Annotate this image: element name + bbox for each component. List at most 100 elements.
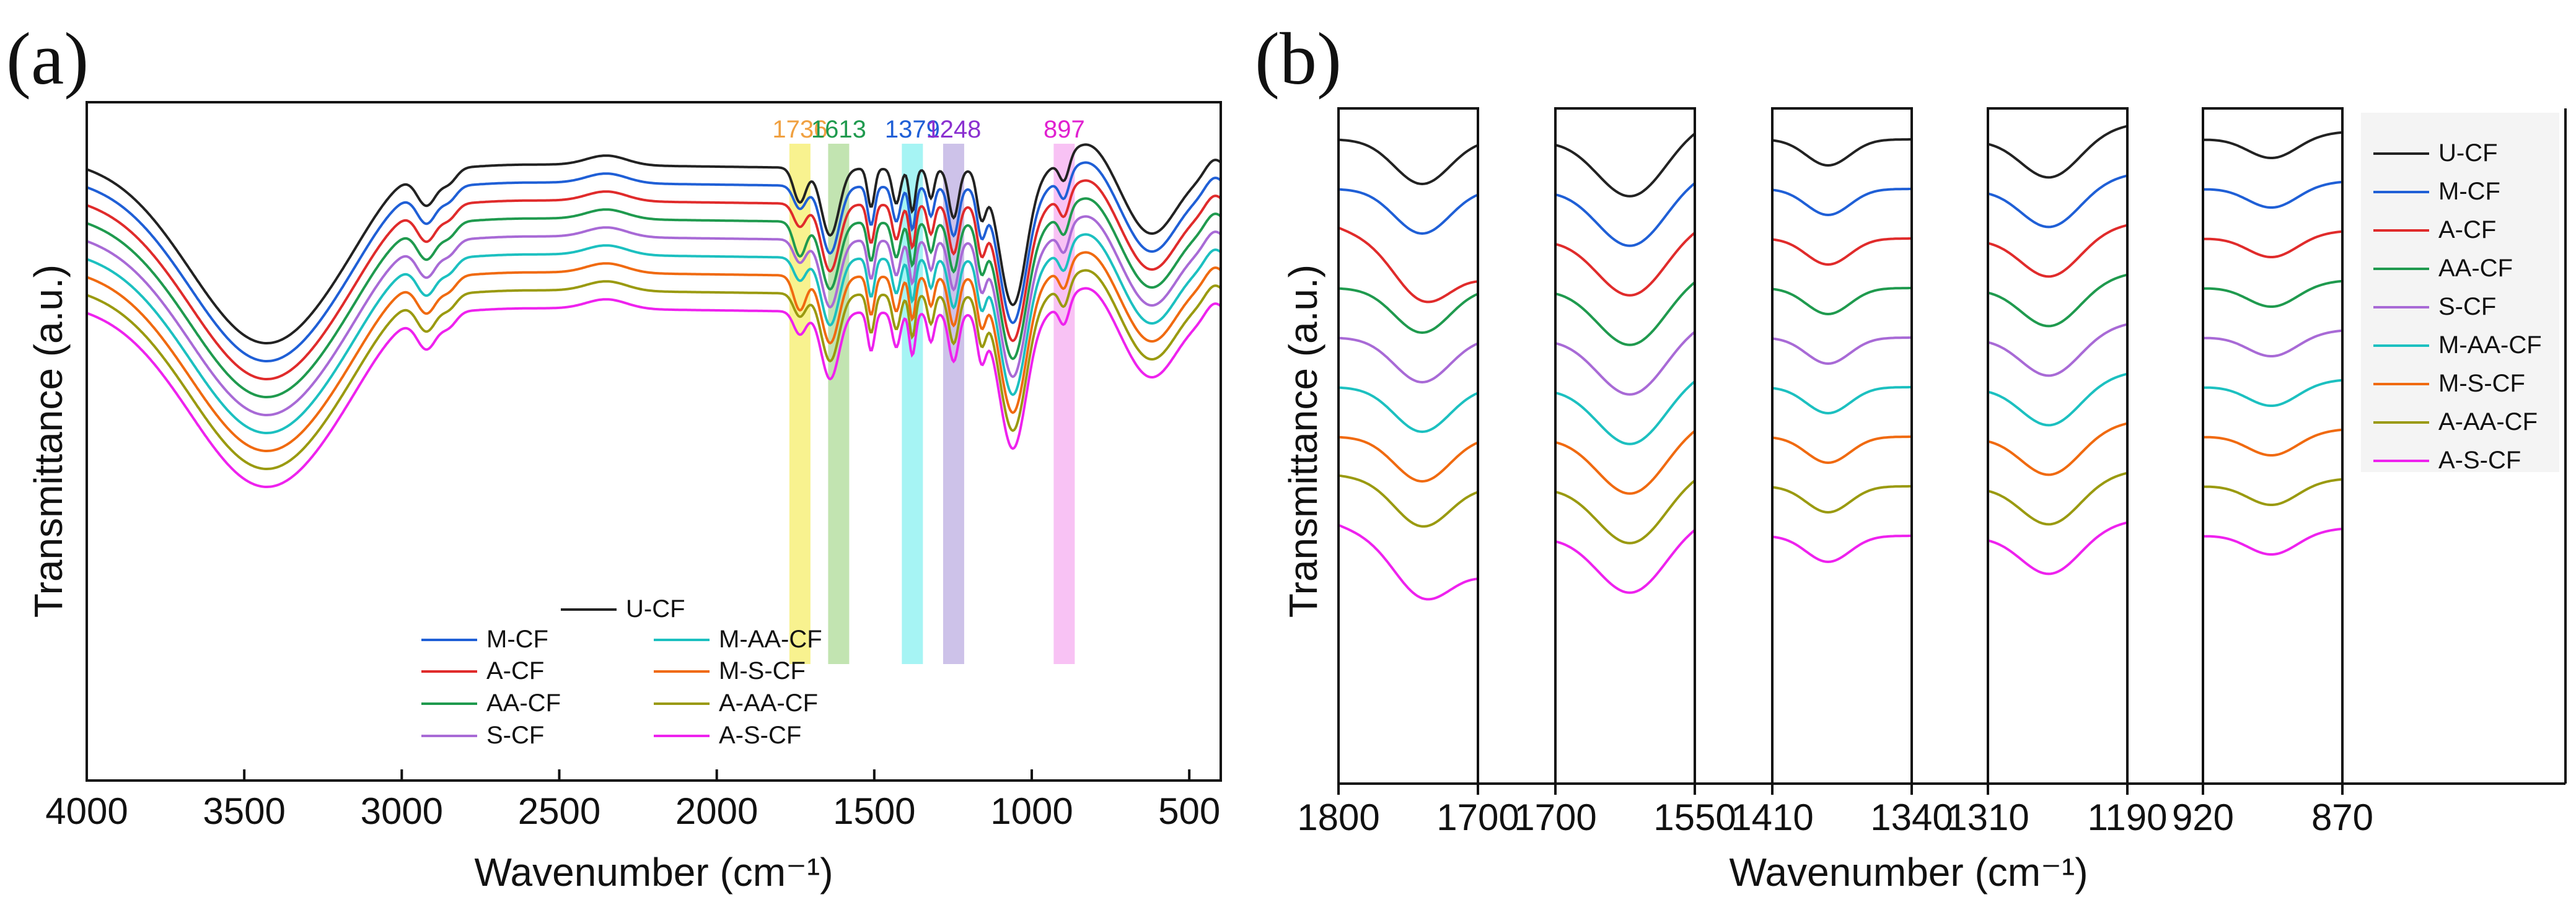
x-tick-label: 1800 bbox=[1297, 797, 1379, 838]
x-axis-label: Wavenumber (cm⁻¹) bbox=[474, 850, 833, 895]
x-tick-label: 1700 bbox=[1436, 797, 1519, 838]
x-tick-label: 1700 bbox=[1514, 797, 1596, 838]
x-tick-label: 3500 bbox=[203, 790, 285, 832]
segment-line-a-aa-cf bbox=[1772, 485, 1912, 514]
series-line-m-cf bbox=[86, 161, 1222, 362]
band-label-1379: 1379 bbox=[885, 116, 940, 143]
segment-line-m-aa-cf bbox=[2203, 378, 2343, 407]
series-line-s-cf bbox=[86, 215, 1222, 416]
segment-line-a-cf bbox=[1772, 237, 1912, 266]
legend-label-u-cf: U-CF bbox=[2438, 139, 2498, 167]
x-tick-label: 2500 bbox=[518, 790, 600, 832]
x-tick-label: 1500 bbox=[833, 790, 915, 832]
segment-line-s-cf bbox=[2203, 329, 2343, 357]
x-tick-label: 500 bbox=[1158, 790, 1220, 832]
segment-frame bbox=[2202, 107, 2344, 785]
band-1379 bbox=[902, 144, 923, 664]
x-tick-label: 3000 bbox=[361, 790, 443, 832]
x-tick-label: 1000 bbox=[990, 790, 1073, 832]
y-axis-label: Transmittance (a.u.) bbox=[1281, 265, 1325, 618]
series-line-a-s-cf bbox=[86, 287, 1222, 488]
legend-label-a-aa-cf: A-AA-CF bbox=[2438, 408, 2538, 435]
x-tick-label: 870 bbox=[2311, 797, 2373, 838]
band-1736 bbox=[789, 144, 811, 664]
segment-line-aa-cf bbox=[1772, 287, 1912, 316]
segment-line-m-aa-cf bbox=[1338, 386, 1479, 434]
band-1248 bbox=[943, 144, 964, 664]
series-line-a-aa-cf bbox=[86, 269, 1222, 470]
legend-label-aa-cf: AA-CF bbox=[486, 689, 561, 717]
segment-line-s-cf bbox=[1987, 323, 2128, 377]
segment-line-a-cf bbox=[1987, 224, 2128, 278]
spectra-segments bbox=[1338, 125, 2343, 601]
segment-line-a-aa-cf bbox=[1555, 479, 1696, 545]
segment-line-aa-cf bbox=[1987, 273, 2128, 328]
segment-line-a-cf bbox=[1555, 232, 1696, 297]
x-tick-label: 1340 bbox=[1870, 797, 1953, 838]
legend-box bbox=[2361, 113, 2559, 472]
segment-line-u-cf bbox=[1338, 138, 1479, 186]
segment-line-a-s-cf bbox=[1338, 523, 1479, 601]
series-line-aa-cf bbox=[86, 197, 1222, 398]
panel-b-label: (b) bbox=[1255, 17, 1342, 100]
band-897 bbox=[1053, 144, 1075, 664]
legend-label-m-cf: M-CF bbox=[2438, 178, 2500, 205]
segment-line-a-cf bbox=[2203, 230, 2343, 258]
series-line-m-aa-cf bbox=[86, 233, 1222, 434]
segment-line-s-cf bbox=[1338, 336, 1479, 384]
y-axis-label: Transmittance (a.u.) bbox=[26, 265, 71, 618]
segment-line-m-aa-cf bbox=[1772, 386, 1912, 415]
x-tick-label: 4000 bbox=[45, 790, 128, 832]
spectra-lines bbox=[86, 143, 1222, 488]
segment-line-m-s-cf bbox=[1772, 435, 1912, 465]
segment-line-m-s-cf bbox=[1338, 435, 1479, 483]
segment-line-aa-cf bbox=[1338, 287, 1479, 335]
x-axis-ticks: 4000 3500 3000 2500 2000 1500 1000 500 bbox=[45, 769, 1220, 832]
legend-label-a-s-cf: A-S-CF bbox=[2438, 447, 2521, 474]
segment-line-u-cf bbox=[1555, 133, 1696, 198]
x-tick-label: 1550 bbox=[1653, 797, 1736, 838]
x-tick-label: 2000 bbox=[675, 790, 758, 832]
panel-a-frame bbox=[86, 101, 1222, 782]
segment-line-u-cf bbox=[2203, 131, 2343, 159]
segment-line-a-cf bbox=[1338, 226, 1479, 304]
segment-line-m-cf bbox=[2203, 180, 2343, 209]
legend-label-m-s-cf: M-S-CF bbox=[2438, 370, 2525, 397]
legend-label-a-cf: A-CF bbox=[2438, 216, 2496, 243]
legend-label-m-s-cf: M-S-CF bbox=[719, 657, 806, 685]
segment-frame bbox=[1987, 107, 2129, 785]
segment-line-a-aa-cf bbox=[1987, 471, 2128, 526]
series-line-a-cf bbox=[86, 179, 1222, 380]
segment-line-aa-cf bbox=[1555, 281, 1696, 346]
segment-line-a-aa-cf bbox=[2203, 478, 2343, 506]
band-label-1613: 1613 bbox=[811, 116, 866, 143]
segment-line-a-s-cf bbox=[1772, 535, 1912, 564]
legend-label-aa-cf: AA-CF bbox=[2438, 255, 2513, 282]
band-label-1736: 1736 bbox=[772, 116, 827, 143]
legend-label-a-aa-cf: A-AA-CF bbox=[719, 689, 818, 717]
segment-line-a-s-cf bbox=[1987, 521, 2128, 575]
segment-line-m-s-cf bbox=[1555, 430, 1696, 495]
series-line-m-s-cf bbox=[86, 251, 1222, 452]
legend-label-u-cf: U-CF bbox=[626, 595, 685, 623]
legend-label-s-cf: S-CF bbox=[486, 722, 544, 749]
legend-label-a-cf: A-CF bbox=[486, 657, 544, 685]
segment-line-m-aa-cf bbox=[1987, 372, 2128, 427]
legend-label-m-aa-cf: M-AA-CF bbox=[719, 626, 822, 653]
segment-line-u-cf bbox=[1772, 138, 1912, 167]
segment-frame bbox=[1554, 107, 1696, 785]
x-axis-label: Wavenumber (cm⁻¹) bbox=[1729, 850, 2088, 895]
legend-label-s-cf: S-CF bbox=[2438, 293, 2496, 320]
segment-line-a-s-cf bbox=[2203, 527, 2343, 556]
legend-label-m-aa-cf: M-AA-CF bbox=[2438, 331, 2542, 359]
legend: U-CF M-CF A-CF AA-CF S-CF M-AA-CF M-S-CF A-AA-C… bbox=[2361, 113, 2559, 474]
segment-line-m-aa-cf bbox=[1555, 380, 1696, 445]
segment-line-m-s-cf bbox=[2203, 428, 2343, 457]
x-tick-label: 1410 bbox=[1731, 797, 1813, 838]
segment-line-a-s-cf bbox=[1555, 529, 1696, 594]
x-tick-label: 1310 bbox=[1946, 797, 2029, 838]
